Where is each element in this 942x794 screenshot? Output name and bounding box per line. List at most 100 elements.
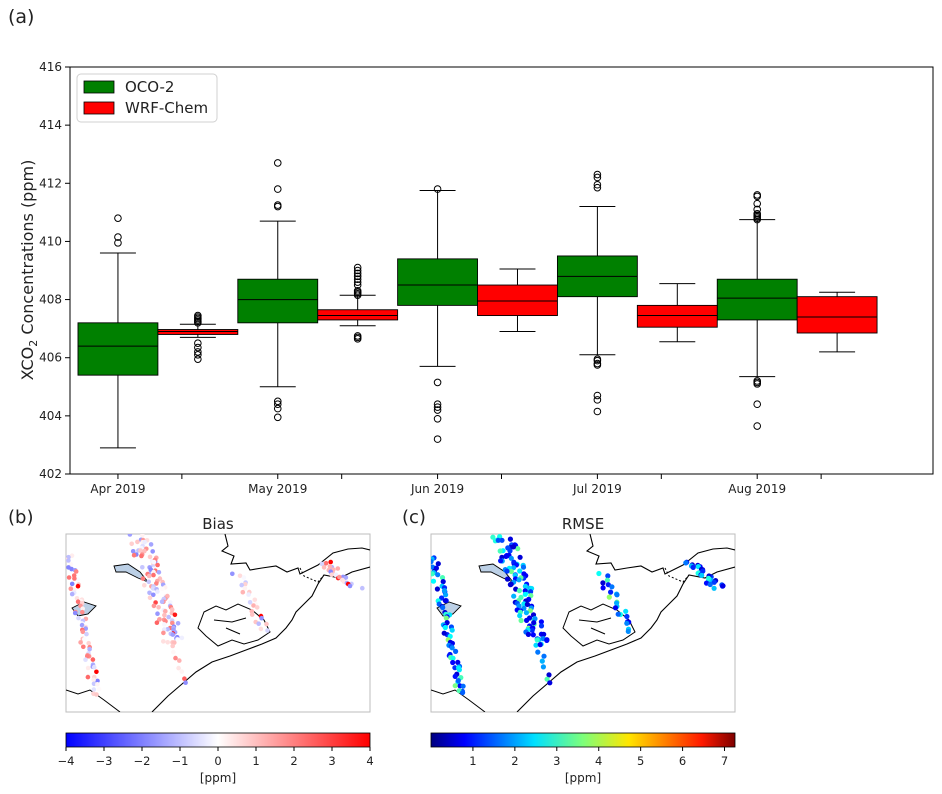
rmse-colorbar-tick-label: 6 — [679, 754, 686, 768]
rmse-map-coastline-north — [585, 534, 735, 575]
bias-map-point — [68, 586, 74, 591]
rmse-map-point — [504, 568, 510, 574]
x-tick-label: Jul 2019 — [572, 482, 622, 496]
bias-map-point — [72, 610, 78, 616]
bias-map-point — [153, 600, 158, 605]
y-tick-label: 408 — [39, 293, 62, 307]
rmse-map-point — [615, 611, 621, 617]
bias-map-point — [163, 608, 168, 614]
outlier-point-wrfchem — [194, 351, 202, 359]
bias-map-point — [150, 586, 156, 591]
bias-map-point — [84, 631, 89, 637]
bias-colorbar-tick-label: 1 — [252, 754, 259, 768]
rmse-map-point — [434, 586, 440, 592]
box-marks — [77, 159, 878, 449]
bias-map-point — [82, 637, 87, 642]
rmse-map-point — [510, 544, 517, 550]
rmse-map-point — [624, 613, 630, 620]
rmse-map-point — [449, 645, 455, 651]
rmse-colorbar-tick-label: 3 — [553, 754, 560, 768]
bias-colorbar-tick-label: −4 — [58, 754, 75, 768]
box-oco2 — [237, 278, 319, 324]
rmse-map-point — [441, 630, 447, 636]
outlier-point-wrfchem — [353, 291, 362, 300]
rmse-map-point — [614, 592, 620, 598]
rmse-map-point — [604, 577, 611, 583]
outlier-point-oco2 — [273, 404, 282, 413]
outlier-point-oco2 — [593, 361, 602, 369]
rmse-map-point — [606, 594, 612, 600]
bias-map-point — [237, 573, 243, 579]
outlier-point-oco2 — [593, 396, 602, 404]
rmse-map-point — [443, 615, 449, 621]
bias-map-point — [254, 605, 260, 610]
bias-map-point — [129, 541, 134, 547]
rmse-map-point — [547, 680, 553, 686]
outlier-point-wrfchem — [194, 348, 202, 356]
y-tick-label: 416 — [39, 60, 62, 74]
outlier-point-oco2 — [593, 173, 602, 182]
bias-map-point — [177, 658, 182, 663]
bias-map-point — [139, 553, 144, 559]
outlier-point-wrfchem — [194, 343, 202, 352]
bias-map-point — [168, 600, 173, 605]
bias-map-point — [142, 583, 147, 588]
outlier-point-oco2 — [273, 413, 282, 422]
bias-map-point — [91, 664, 97, 670]
outlier-point-wrfchem — [353, 269, 362, 278]
bias-map-point — [131, 552, 137, 558]
outlier-point-oco2 — [753, 215, 762, 224]
bias-map-point — [162, 612, 167, 618]
outlier-point-oco2 — [593, 170, 602, 179]
bias-map-point — [142, 548, 147, 554]
box-oco2 — [77, 322, 159, 376]
bias-map-point — [69, 553, 75, 558]
rmse-map-point — [435, 561, 441, 567]
rmse-colorbar-tick-label: 4 — [595, 754, 602, 768]
rmse-map-point — [546, 672, 552, 678]
rmse-map-point — [498, 558, 504, 564]
rmse-map-point — [609, 584, 615, 590]
bias-map-point — [258, 626, 264, 632]
rmse-map-point — [425, 551, 430, 556]
rmse-map-point — [720, 583, 726, 589]
bias-colorbar-tick-label: −2 — [134, 754, 151, 768]
rmse-colorbar-gradient — [430, 732, 736, 748]
bias-map-point — [156, 570, 162, 575]
outlier-point-oco2 — [753, 199, 762, 208]
legend-label-oco2: OCO-2 — [125, 78, 174, 96]
rmse-map-point — [497, 548, 503, 554]
bias-map-point — [173, 655, 178, 661]
bias-map-point — [247, 600, 253, 605]
outlier-point-oco2 — [114, 239, 122, 247]
rmse-map-point — [531, 620, 537, 626]
rmse-map-point — [541, 631, 547, 637]
bias-map-point — [140, 576, 146, 581]
rmse-map-point — [455, 678, 461, 684]
bias-map-point — [333, 572, 339, 578]
rmse-map-point — [527, 608, 533, 614]
bias-map-point — [154, 581, 159, 586]
bias-colorbar-tick-label: −3 — [96, 754, 113, 768]
rmse-colorbar: 1 2 3 4 5 6 7 [ppm] — [430, 732, 736, 785]
rmse-map-point — [528, 589, 534, 595]
panel-label-c: (c) — [402, 507, 426, 528]
bias-colorbar-tick-label: 2 — [290, 754, 297, 768]
rmse-map-point — [535, 649, 541, 655]
bias-map-point — [252, 597, 258, 603]
rmse-map-point — [523, 610, 530, 616]
y-axis-label: XCO2 Concentrations (ppm) — [18, 160, 40, 381]
bias-map-point — [142, 539, 147, 545]
bias-map-title: Bias — [202, 515, 234, 533]
bias-map-point — [319, 561, 325, 567]
rmse-map-point — [456, 667, 462, 673]
rmse-map-point — [524, 601, 531, 608]
y-axis-ticks: 402 404 406 408 410 412 414 416 — [39, 60, 70, 481]
bias-map-point — [81, 644, 86, 650]
boxplot-chart: 402 404 406 408 410 412 414 416 Apr 2019 May 201… — [18, 60, 934, 496]
outlier-point-oco2 — [753, 400, 762, 409]
bias-map-point — [83, 657, 88, 662]
outlier-point-wrfchem — [353, 266, 362, 275]
bias-map-point — [179, 669, 185, 674]
rmse-map-point — [707, 581, 713, 588]
